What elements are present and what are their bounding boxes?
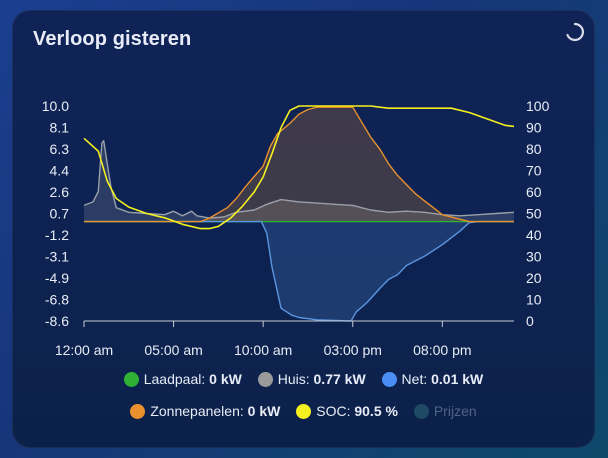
y-left-tick-label: -3.1 xyxy=(45,249,69,265)
y-right-tick-label: 20 xyxy=(526,270,542,286)
y-left-tick-label: 4.4 xyxy=(50,163,70,179)
legend-item-soc[interactable]: SOC: 90.5 % xyxy=(296,403,398,419)
legend-dot-zonnepanelen xyxy=(130,404,146,419)
legend-item-laadpaal[interactable]: Laadpaal: 0 kW xyxy=(123,371,242,387)
y-left-tick-label: 10.0 xyxy=(42,98,69,114)
y-left-tick-label: 0.7 xyxy=(50,206,70,222)
legend-label-net: Net: xyxy=(401,371,428,387)
legend-item-zonnepanelen[interactable]: Zonnepanelen: 0 kW xyxy=(130,403,280,419)
y-left-tick-label: 2.6 xyxy=(50,184,70,200)
legend-label-laadpaal: Laadpaal: xyxy=(143,371,206,387)
legend-dot-huis xyxy=(257,372,273,387)
y-right-tick-label: 70 xyxy=(526,163,542,179)
history-card: Verloop gisteren 10.0 8.1 6.3 4.4 2.6 0.7 -1.2… xyxy=(12,10,595,448)
x-tick-label: 08:00 pm xyxy=(413,342,471,358)
legend-row-1: Laadpaal: 0 kW Huis: 0.77 kW Net: 0.01 k… xyxy=(12,371,595,387)
y-right-tick-label: 100 xyxy=(526,98,550,114)
y-left-tick-label: -8.6 xyxy=(45,313,69,329)
series-area-net xyxy=(84,221,514,321)
legend-label-huis: Huis: xyxy=(277,371,310,387)
y-right-tick-label: 0 xyxy=(526,313,534,329)
legend-dot-net xyxy=(381,372,397,387)
legend-dot-prijzen xyxy=(413,404,429,419)
card-title: Verloop gisteren xyxy=(33,28,192,50)
y-left-tick-label: -4.9 xyxy=(45,270,69,286)
legend-value-zonnepanelen: 0 kW xyxy=(247,403,281,419)
x-tick-label: 05:00 am xyxy=(144,342,202,358)
x-tick-label: 03:00 pm xyxy=(324,342,382,358)
y-left-tick-label: -6.8 xyxy=(45,292,69,308)
x-tick-label: 12:00 am xyxy=(55,342,113,358)
legend-label-soc: SOC: xyxy=(316,403,351,419)
legend-item-prijzen[interactable]: Prijzen xyxy=(413,403,477,419)
legend-row-2: Zonnepanelen: 0 kW SOC: 90.5 % Prijzen xyxy=(12,403,595,419)
spinner-icon xyxy=(566,22,584,42)
y-left-tick-label: 6.3 xyxy=(50,141,70,157)
history-chart: 10.0 8.1 6.3 4.4 2.6 0.7 -1.2 -3.1 -4.9 -6.8 -8.6 1… xyxy=(42,98,550,358)
x-tick-label: 10:00 am xyxy=(234,342,292,358)
legend-dot-laadpaal xyxy=(123,372,139,387)
series-area-zonnepanelen xyxy=(84,107,514,222)
legend-label-zonnepanelen: Zonnepanelen: xyxy=(150,403,244,419)
legend-item-huis[interactable]: Huis: 0.77 kW xyxy=(257,371,366,387)
y-right-tick-label: 10 xyxy=(526,292,542,308)
legend-value-soc: 90.5 % xyxy=(354,403,398,419)
series-line-soc xyxy=(83,105,515,230)
series-area-huis xyxy=(84,140,514,222)
y-left-tick-label: -1.2 xyxy=(45,227,69,243)
legend-value-laadpaal: 0 kW xyxy=(209,371,242,387)
series-line-huis xyxy=(83,140,515,219)
series-line-net xyxy=(84,220,514,322)
legend-item-net[interactable]: Net: 0.01 kW xyxy=(381,371,484,387)
y-right-tick-label: 40 xyxy=(526,227,542,243)
legend-dot-soc xyxy=(296,404,312,419)
y-right-tick-label: 30 xyxy=(526,249,542,265)
legend-value-huis: 0.77 kW xyxy=(313,371,366,387)
legend-label-prijzen: Prijzen xyxy=(433,403,477,419)
y-right-tick-label: 80 xyxy=(526,141,542,157)
y-right-tick-label: 90 xyxy=(526,120,542,136)
series-line-zonnepanelen xyxy=(84,106,514,223)
y-right-tick-label: 60 xyxy=(526,184,542,200)
y-right-tick-label: 50 xyxy=(526,206,542,222)
legend-value-net: 0.01 kW xyxy=(431,371,484,387)
y-left-tick-label: 8.1 xyxy=(50,120,70,136)
